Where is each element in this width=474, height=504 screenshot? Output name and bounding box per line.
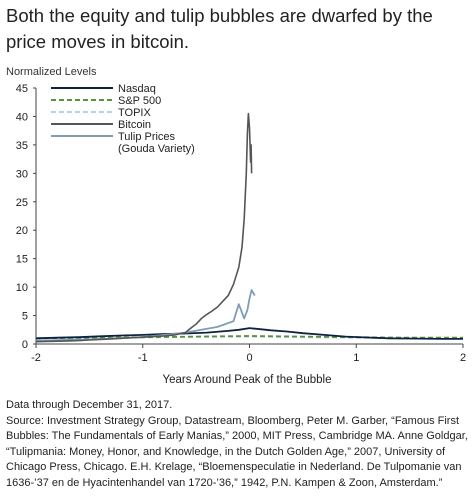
- series-group: [35, 112, 464, 343]
- notes: Data through December 31, 2017. Source: …: [6, 398, 470, 491]
- series-line-tulip-prices-gouda-variety: [35, 289, 256, 342]
- legend-label: Tulip Prices: [118, 131, 176, 143]
- data-through-note: Data through December 31, 2017.: [6, 399, 173, 411]
- legend-label: (Gouda Variety): [118, 143, 195, 155]
- y-tick-label: 5: [22, 311, 28, 323]
- x-tick-label: 1: [353, 352, 359, 364]
- y-tick-label: 25: [16, 197, 28, 209]
- y-tick-label: 45: [16, 83, 28, 95]
- source-note: Source: Investment Strategy Group, Datas…: [6, 414, 468, 489]
- series-line-bitcoin: [35, 112, 253, 343]
- y-tick-label: 15: [16, 254, 28, 266]
- x-tick-label: 2: [460, 352, 466, 364]
- legend-label: Nasdaq: [118, 83, 156, 95]
- y-tick-label: 30: [16, 168, 28, 180]
- series-line-nasdaq: [35, 327, 463, 340]
- legend-label: TOPIX: [118, 107, 151, 119]
- chart-title: Both the equity and tulip bubbles are dw…: [6, 5, 433, 52]
- x-tick-label: -1: [138, 352, 148, 364]
- legend-label: Bitcoin: [118, 119, 151, 131]
- y-tick-label: 35: [16, 140, 28, 152]
- legend-label: S&P 500: [118, 95, 161, 107]
- x-axis-label: Years Around Peak of the Bubble: [162, 374, 332, 386]
- x-tick-label: 0: [246, 352, 252, 364]
- x-tick-label: -2: [31, 352, 41, 364]
- axes: 0 5 10 15 20 25 30 35 40 45 -2 -1 0 1 2: [16, 83, 466, 364]
- y-tick-label: 0: [22, 339, 28, 351]
- y-tick-label: 40: [16, 111, 28, 123]
- y-tick-label: 20: [16, 225, 28, 237]
- y-axis-label: Normalized Levels: [6, 66, 97, 78]
- y-tick-label: 10: [16, 282, 28, 294]
